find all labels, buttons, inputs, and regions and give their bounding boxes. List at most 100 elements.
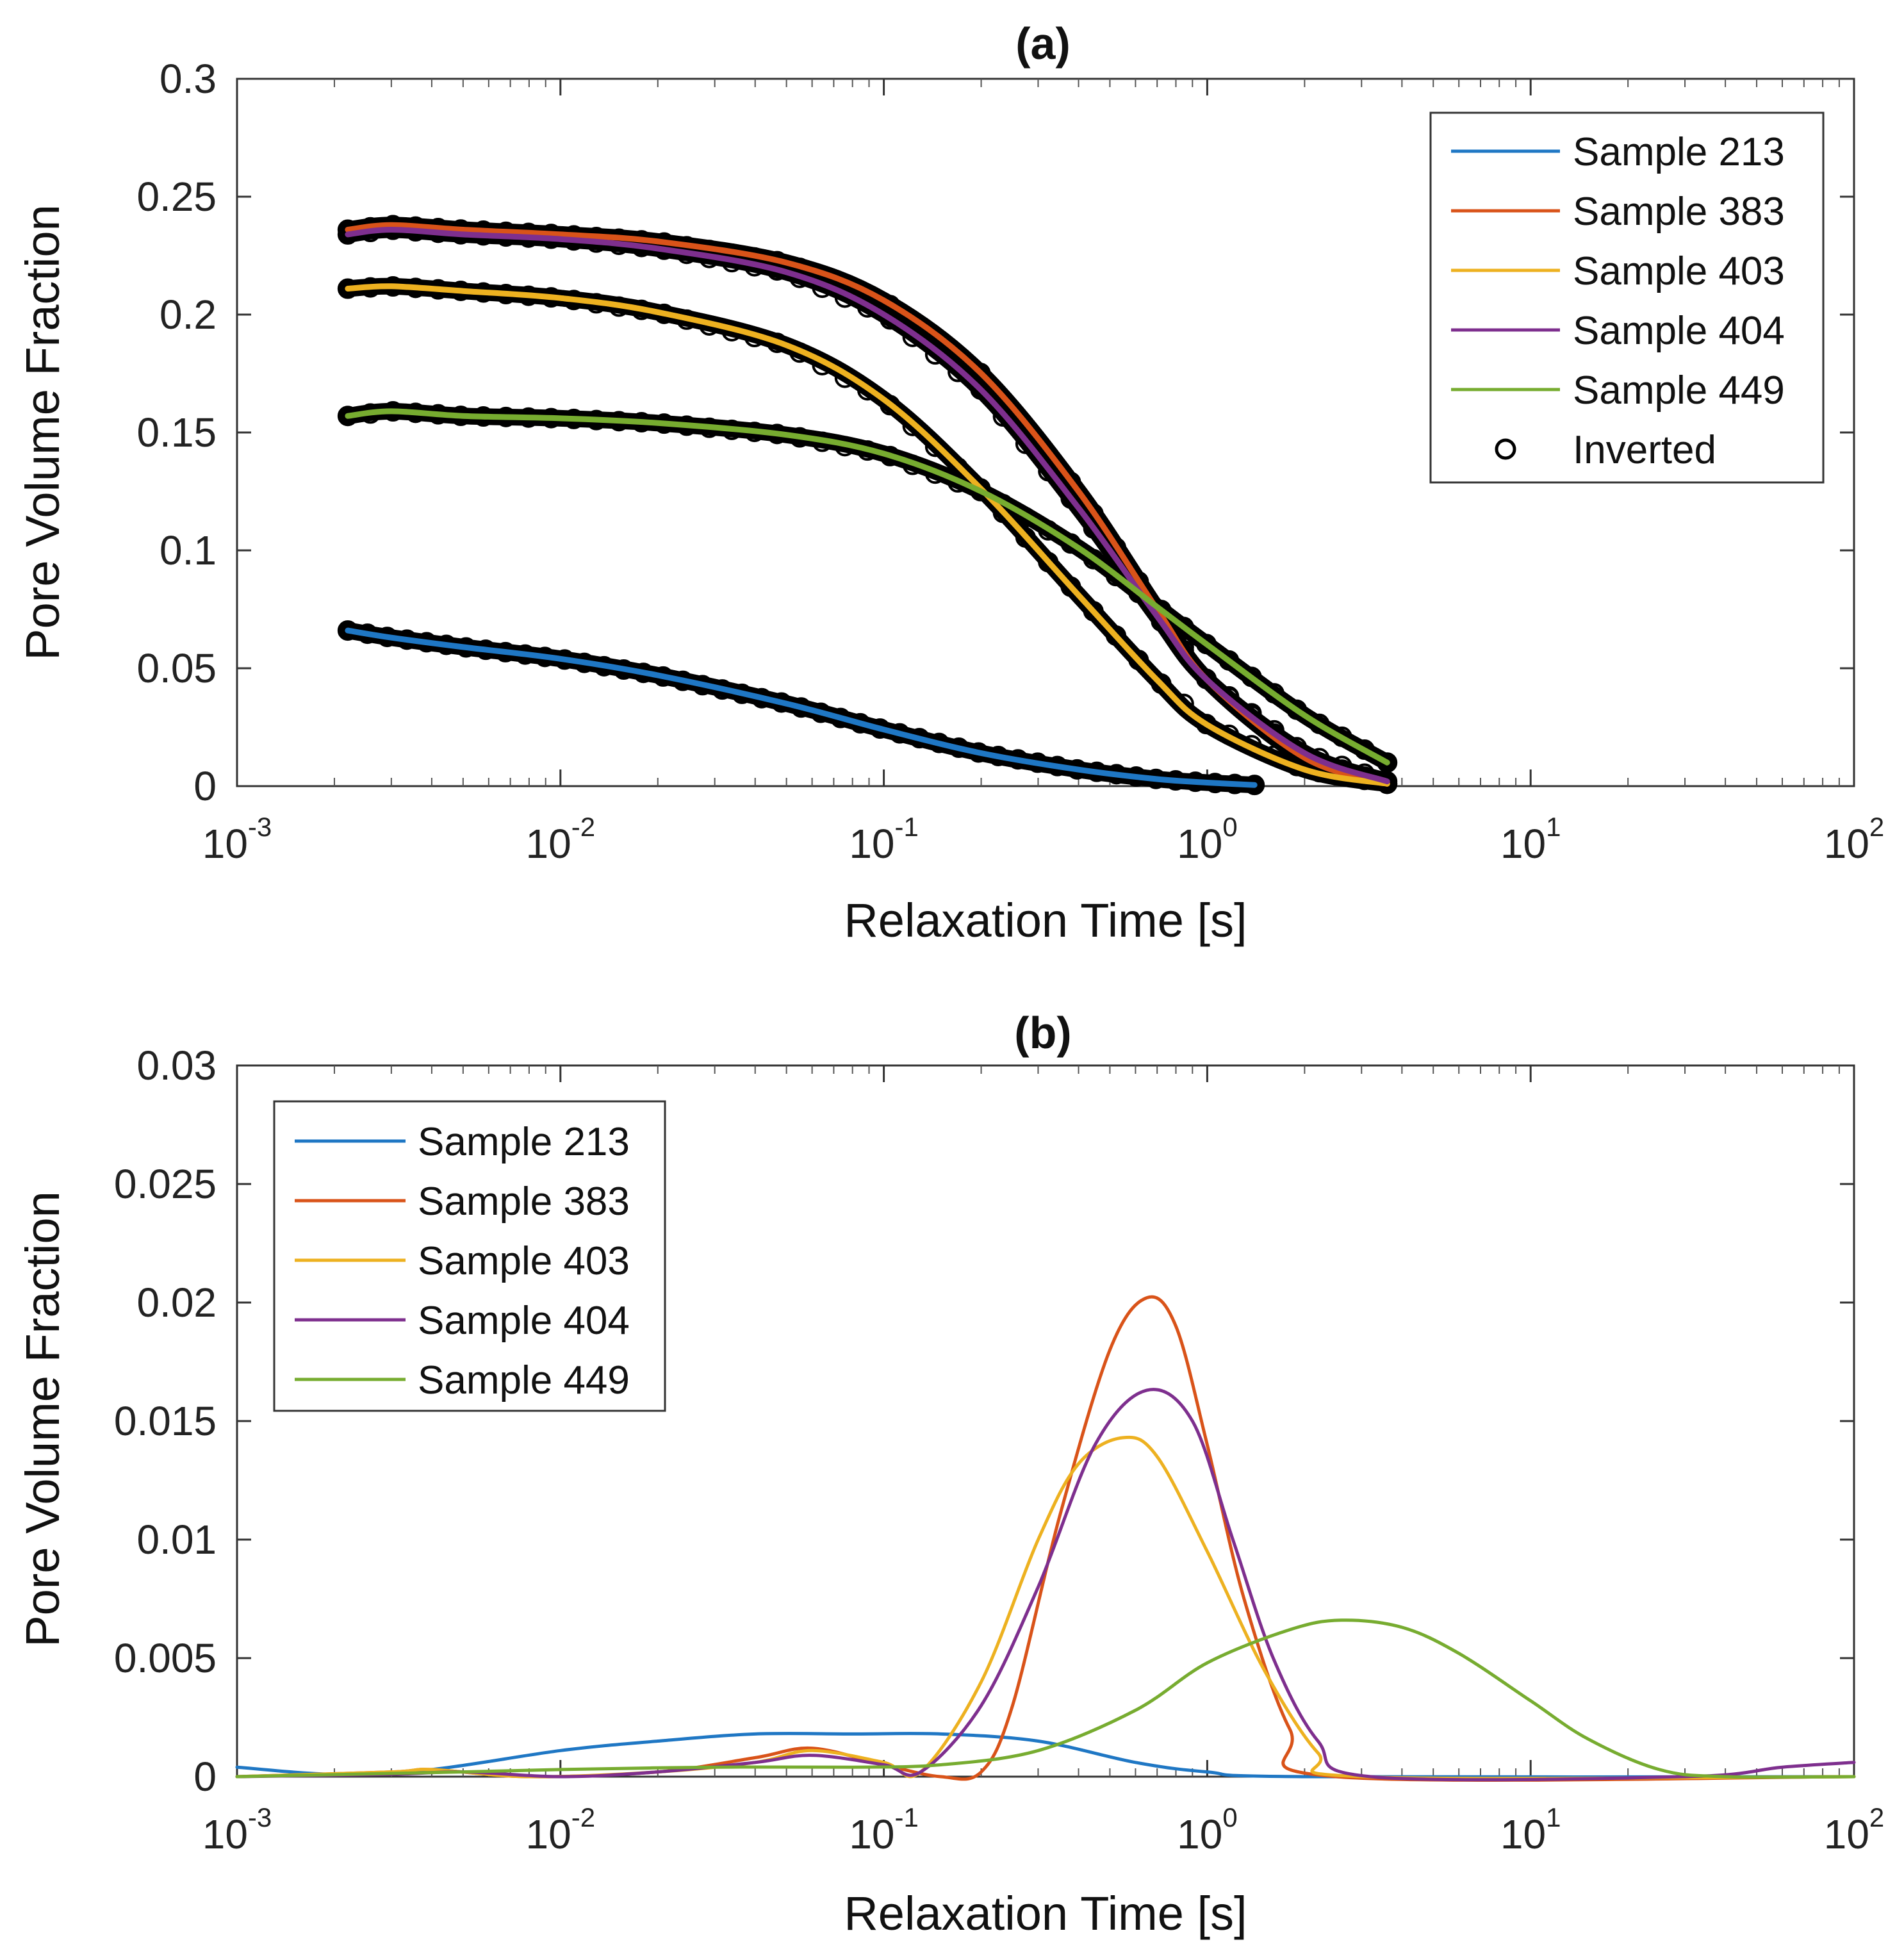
panel-b-y-axis-label: Pore Volume Fraction	[16, 1191, 69, 1647]
panel-b-series	[235, 1295, 1856, 1782]
panel-a-x-tick-exp: -1	[895, 812, 919, 842]
panel-a-inverted-marker	[1038, 461, 1059, 482]
panel-a-ticks: 00.050.10.150.20.250.310-3 10-2 10-1 100 101…	[136, 56, 1884, 867]
panel-b-series-line-5	[235, 1618, 1856, 1779]
panel-b-x-tick-base: 10	[526, 1811, 571, 1857]
panel-b-x-tick-base: 10	[1500, 1811, 1546, 1857]
panel-b-x-tick-label: 10-3	[202, 1802, 272, 1857]
panel-a-legend-label-inverted: Inverted	[1573, 428, 1716, 472]
panel-a-legend-label-2: Sample 383	[1573, 190, 1785, 234]
panel-b-y-tick-label: 0.03	[136, 1042, 217, 1089]
panel-a-inverted-marker	[1219, 686, 1240, 707]
panel-a-inverted-marker	[970, 379, 991, 400]
panel-a-y-tick-label: 0	[193, 763, 217, 809]
panel-b-legend-label-1: Sample 213	[418, 1120, 630, 1164]
panel-a-y-tick-label: 0.3	[160, 56, 217, 102]
panel-a-inverted-marker	[857, 380, 878, 401]
panel-b-y-tick-label: 0	[193, 1754, 217, 1800]
panel-a-legend-label-1: Sample 213	[1573, 130, 1785, 174]
panel-a-inverted-marker	[880, 395, 901, 416]
panel-b-series-line-1	[235, 1732, 1856, 1779]
panel-b-legend-label-3: Sample 403	[418, 1239, 630, 1283]
panel-a-inverted-marker	[924, 436, 946, 457]
panel-a-inverted-marker	[1060, 576, 1081, 597]
panel-b-legend-label-4: Sample 404	[418, 1299, 630, 1343]
panel-a-x-tick-base: 10	[1177, 821, 1222, 867]
panel-a-y-tick-label: 0.15	[136, 409, 217, 456]
panel-a-inverted-marker	[1015, 527, 1036, 548]
panel-b-legend-label-2: Sample 383	[418, 1180, 630, 1224]
panel-a-inverted-marker	[1354, 739, 1375, 761]
panel-b-x-tick-exp: 1	[1546, 1802, 1561, 1832]
panel-a-legend-label-4: Sample 404	[1573, 309, 1785, 353]
panel-a-inverted-marker	[1083, 600, 1104, 621]
panel-a-inverted-marker	[1128, 650, 1149, 671]
panel-a-x-tick-exp: -3	[248, 812, 272, 842]
panel-a-inverted-marker	[1105, 625, 1126, 646]
panel-a-x-tick-label: 100	[1177, 812, 1238, 867]
panel-a-y-tick-label: 0.2	[160, 292, 217, 338]
panel-a-x-tick-label: 101	[1500, 812, 1561, 867]
panel-a-y-tick-label: 0.25	[136, 174, 217, 220]
panel-a-inverted-marker	[1331, 726, 1352, 747]
panel-b-x-tick-base: 10	[1824, 1811, 1869, 1857]
panel-a-legend-box	[1429, 111, 1825, 484]
panel-a-x-tick-label: 10-1	[849, 812, 919, 867]
panel-a-inverted-marker	[1219, 650, 1240, 671]
panel-a-inverted-marker	[1173, 616, 1194, 637]
panel-b-x-tick-exp: 2	[1869, 1802, 1884, 1832]
panel-a-inverted-marker	[1038, 552, 1059, 573]
panel-a-inverted-marker	[1196, 634, 1217, 655]
panel-a-inverted-marker	[948, 361, 969, 382]
panel-a-inverted-marker	[1241, 666, 1262, 687]
panel-b-x-tick-base: 10	[849, 1811, 894, 1857]
panel-a-inverted-marker	[992, 406, 1014, 427]
panel-b-x-tick-base: 10	[202, 1811, 248, 1857]
panel-a-x-tick-exp: 1	[1546, 812, 1561, 842]
panel-a-legend: Sample 213 Sample 383 Sample 403 Sample 404…	[1429, 111, 1825, 484]
panel-a-inverted-marker	[1038, 520, 1059, 541]
panel-a-inverted-marker	[1060, 488, 1081, 509]
panel-a-legend-label-3: Sample 403	[1573, 249, 1785, 293]
panel-a-x-axis-label: Relaxation Time [s]	[844, 894, 1247, 947]
panel-a-inverted-marker	[1083, 548, 1104, 570]
panel-a-series	[337, 215, 1398, 796]
panel-a-inverted-marker	[1309, 713, 1330, 734]
panel-a-inverted-marker	[1151, 673, 1172, 695]
panel-b-x-tick-label: 100	[1177, 1802, 1238, 1857]
panel-b-x-tick-exp: -2	[571, 1802, 595, 1832]
panel-a-inverted-marker	[1263, 683, 1284, 704]
panel-b-legend: Sample 213 Sample 383 Sample 403 Sample 404…	[273, 1100, 666, 1412]
panel-b-x-tick-label: 102	[1824, 1802, 1885, 1857]
panel-a-series-line-5	[345, 408, 1390, 766]
panel-a-y-axis-label: Pore Volume Fraction	[16, 204, 69, 661]
panel-b-x-tick-exp: -1	[895, 1802, 919, 1832]
panel-a-y-tick-label: 0.05	[136, 645, 217, 691]
panel-a-legend-marker-inverted	[1495, 438, 1516, 460]
panel-a-y-tick-label: 0.1	[160, 527, 217, 573]
panel-a-x-tick-base: 10	[1824, 821, 1869, 867]
panel-a-inverted-marker	[1286, 699, 1308, 720]
panel-b-y-tick-label: 0.02	[136, 1279, 217, 1326]
panel-a-inverted-marker	[1196, 668, 1217, 689]
panel-a: (a) 00.050.10.150.20.250.310-3 10-2 10-1 10…	[16, 19, 1884, 947]
panel-a-x-tick-exp: 2	[1869, 812, 1884, 842]
panel-a-x-tick-base: 10	[202, 821, 248, 867]
panel-a-inverted-marker	[880, 309, 901, 330]
panel-a-x-tick-exp: -2	[571, 812, 595, 842]
panel-b-y-tick-label: 0.005	[114, 1635, 217, 1681]
panel-b-x-tick-exp: -3	[248, 1802, 272, 1832]
panel-a-inverted-marker	[1060, 533, 1081, 554]
panel-b-series-line-4	[235, 1388, 1856, 1782]
panel-b-x-axis-label: Relaxation Time [s]	[844, 1887, 1247, 1940]
panel-b-x-tick-exp: 0	[1222, 1802, 1237, 1832]
panel-a-inverted-marker	[1196, 714, 1217, 735]
panel-a-x-tick-label: 10-2	[526, 812, 596, 867]
panel-b-legend-label-5: Sample 449	[418, 1358, 630, 1402]
panel-a-x-tick-label: 10-3	[202, 812, 272, 867]
panel-a-x-tick-label: 102	[1824, 812, 1885, 867]
panel-b-y-tick-label: 0.015	[114, 1398, 217, 1444]
panel-a-inverted-marker	[1015, 433, 1036, 454]
